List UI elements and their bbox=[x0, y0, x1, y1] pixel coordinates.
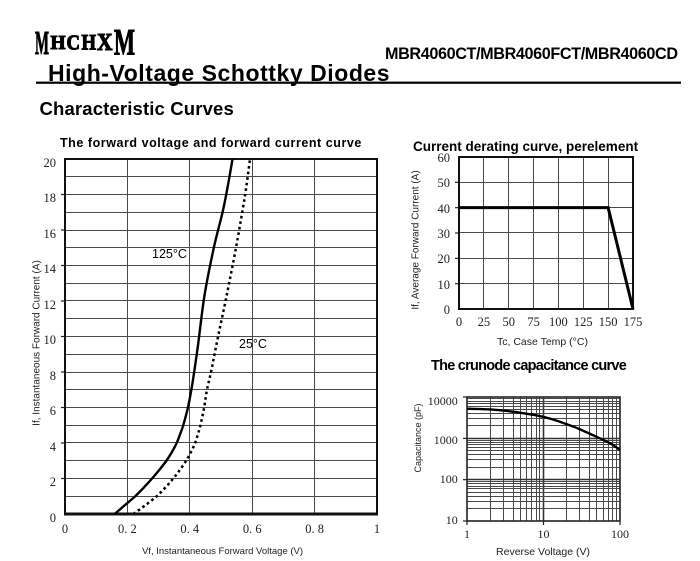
svg-text:M: M bbox=[114, 23, 135, 64]
svg-text:H: H bbox=[82, 30, 97, 55]
svg-text:H: H bbox=[51, 33, 66, 54]
svg-text:M: M bbox=[35, 25, 49, 62]
svg-text:C: C bbox=[67, 30, 81, 54]
svg-text:X: X bbox=[97, 29, 113, 56]
